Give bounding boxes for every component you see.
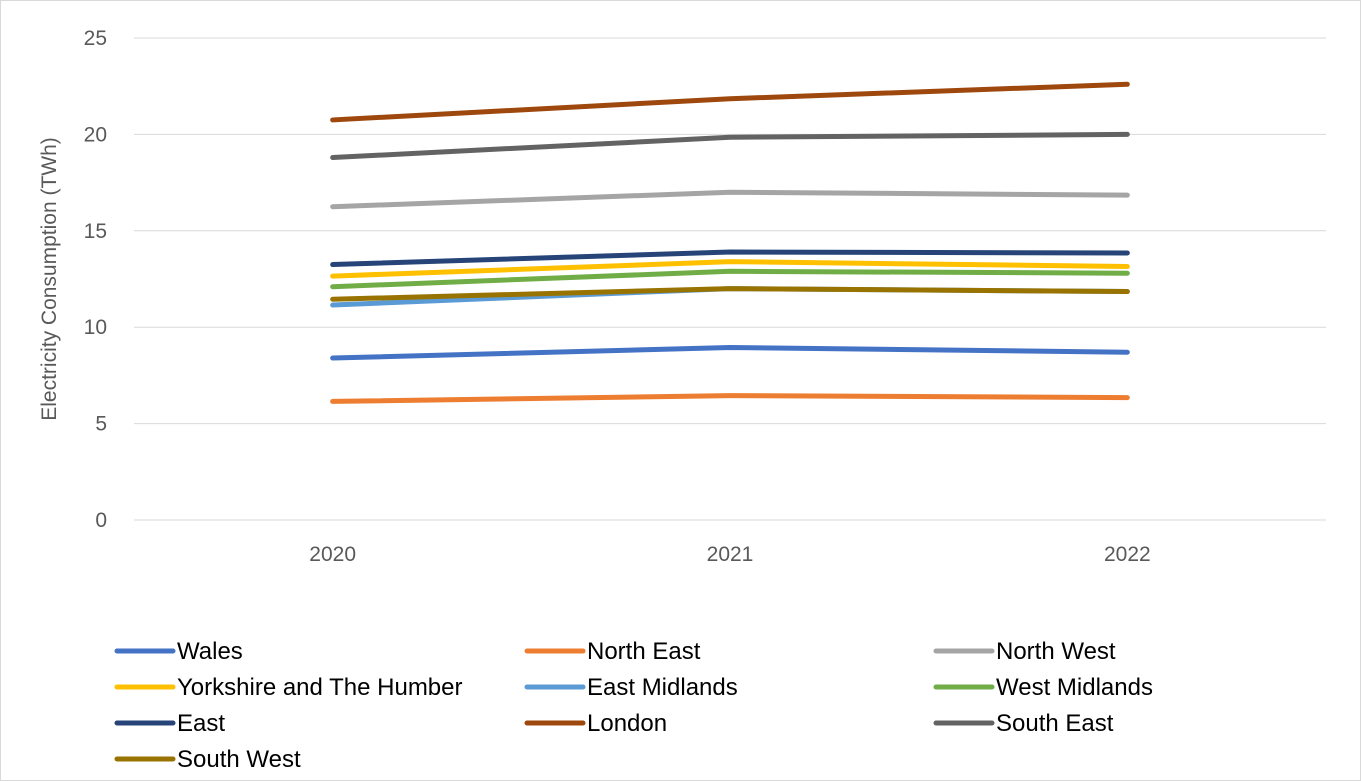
legend-item: London xyxy=(524,710,667,737)
y-tick-label: 0 xyxy=(95,509,107,532)
y-tick-label: 25 xyxy=(84,27,107,50)
legend-item: West Midlands xyxy=(933,674,1153,701)
y-tick-label: 10 xyxy=(84,316,107,339)
series-line-south-west xyxy=(330,286,1130,302)
x-tick-label: 2022 xyxy=(1104,543,1151,566)
legend-item: South West xyxy=(114,746,301,773)
series-line-east xyxy=(330,249,1130,268)
series-line-london xyxy=(330,81,1130,123)
series-line-yorkshire-and-the-humber xyxy=(330,259,1130,279)
series-line-north-east xyxy=(330,393,1130,404)
legend-label: Wales xyxy=(177,638,243,665)
legend-label: East xyxy=(177,710,225,737)
series-line-north-west xyxy=(330,189,1130,210)
legend-item: North West xyxy=(933,638,1116,665)
legend-item: North East xyxy=(524,638,701,665)
legend-label: Yorkshire and The Humber xyxy=(177,674,463,701)
x-tick-label: 2020 xyxy=(309,543,356,566)
y-axis-title: Electricity Consumption (TWh) xyxy=(38,137,61,421)
x-axis-tick-labels: 2020 2021 2022 xyxy=(309,543,1150,566)
legend-label: South East xyxy=(996,710,1114,737)
series-line-south-east xyxy=(330,131,1130,161)
y-axis-tick-labels: 0 5 10 15 20 25 xyxy=(84,27,107,532)
legend-label: London xyxy=(587,710,667,737)
x-tick-label: 2021 xyxy=(707,543,754,566)
y-tick-label: 20 xyxy=(84,123,107,146)
legend-item: Yorkshire and The Humber xyxy=(114,674,463,701)
series-lines xyxy=(330,81,1130,404)
y-tick-label: 15 xyxy=(84,220,107,243)
legend-label: North West xyxy=(996,638,1116,665)
legend-item: South East xyxy=(933,710,1114,737)
legend-label: East Midlands xyxy=(587,674,738,701)
legend-label: West Midlands xyxy=(996,674,1153,701)
legend-label: South West xyxy=(177,746,301,773)
gridlines xyxy=(134,37,1326,521)
series-line-wales xyxy=(330,344,1130,361)
legend-item: East xyxy=(114,710,225,737)
legend: Wales North East North West Yorkshire and T… xyxy=(114,638,1153,773)
legend-label: North East xyxy=(587,638,701,665)
series-line-west-midlands xyxy=(330,268,1130,290)
legend-item: Wales xyxy=(114,638,243,665)
y-tick-label: 5 xyxy=(95,413,107,436)
legend-item: East Midlands xyxy=(524,674,738,701)
